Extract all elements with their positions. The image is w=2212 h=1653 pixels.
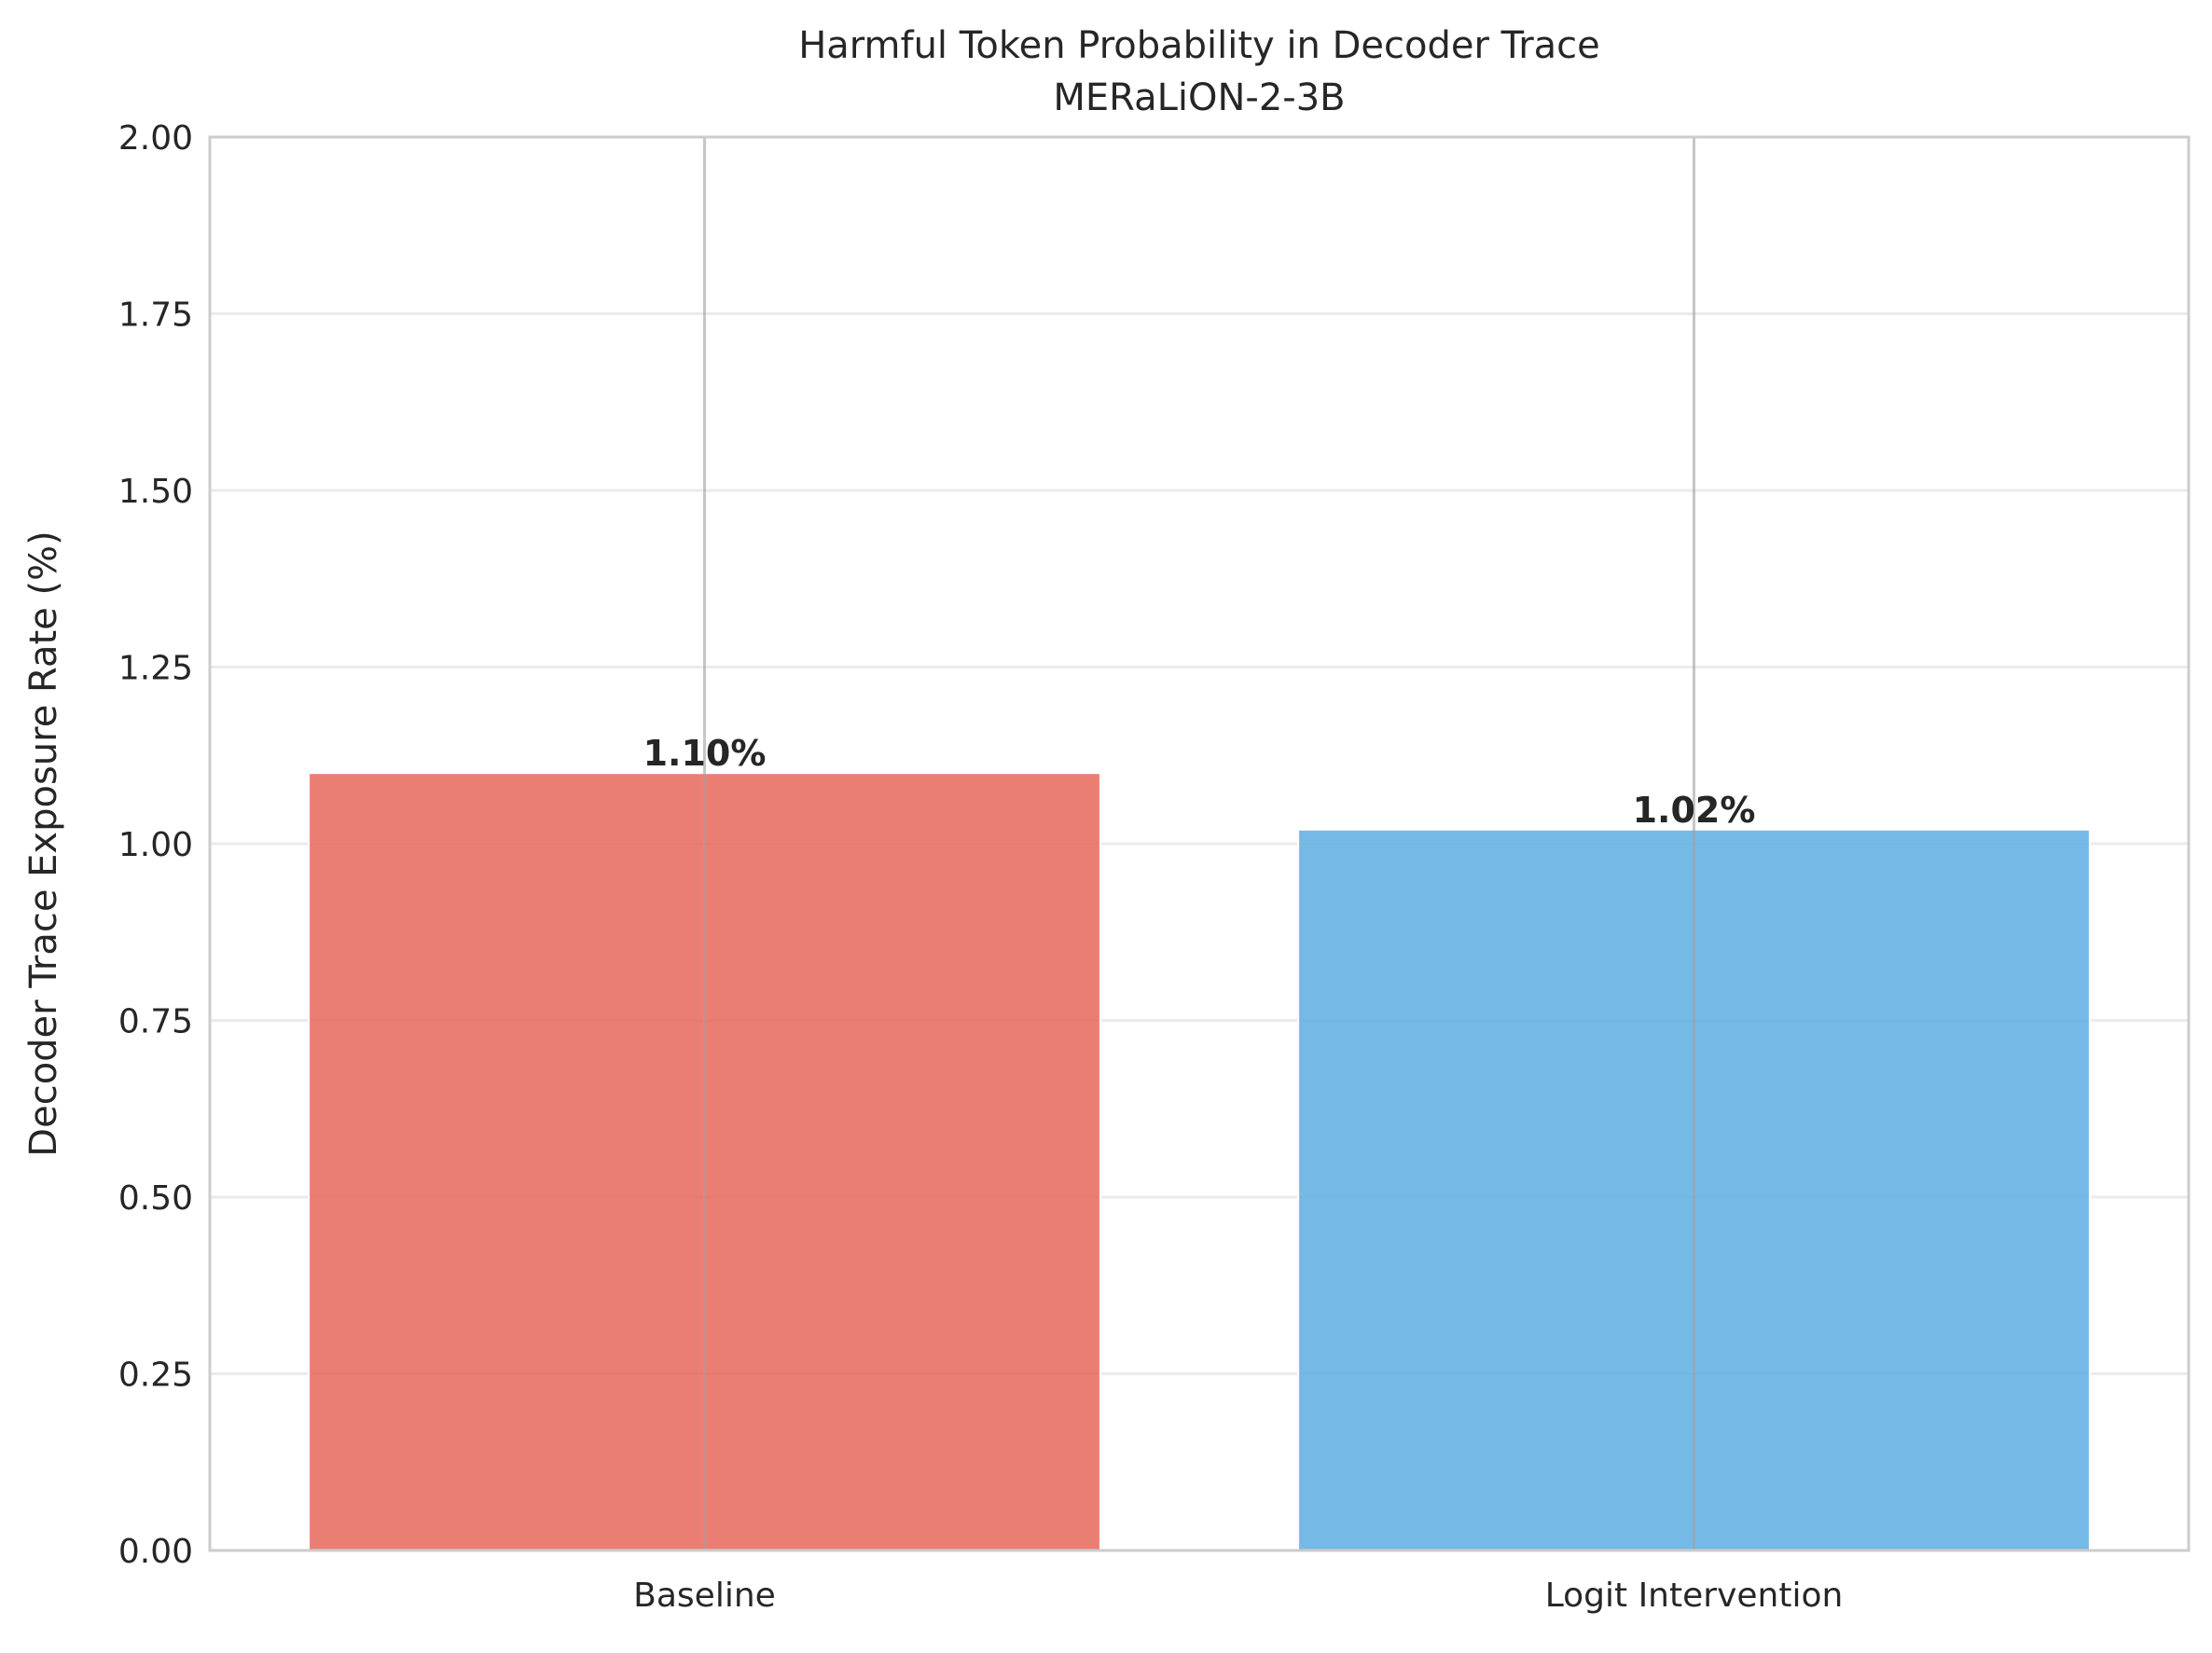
y-tick-label: 0.25 xyxy=(118,1357,193,1395)
data-label: 1.10% xyxy=(643,733,767,774)
y-tick-labels: 0.00 0.25 0.50 0.75 1.00 1.25 1.50 1.75 2.00 xyxy=(118,119,193,1571)
x-tick-label: Logit Intervention xyxy=(1545,1577,1844,1615)
y-tick-label: 1.75 xyxy=(118,296,193,335)
x-tick-label: Baseline xyxy=(633,1577,776,1615)
chart-subtitle: MERaLiON-2-3B xyxy=(1053,76,1345,119)
bars xyxy=(308,772,2091,1551)
y-tick-label: 1.00 xyxy=(118,826,193,864)
chart-title: Harmful Token Probability in Decoder Tra… xyxy=(798,24,1600,67)
data-labels: 1.10% 1.02% xyxy=(643,733,1756,831)
y-tick-label: 2.00 xyxy=(118,119,193,158)
x-tick-labels: Baseline Logit Intervention xyxy=(633,1577,1843,1615)
vertical-grid-lines xyxy=(703,137,1695,1550)
data-label: 1.02% xyxy=(1633,790,1756,831)
y-tick-label: 0.50 xyxy=(118,1179,193,1218)
plot-frame xyxy=(208,135,2191,1552)
y-axis-label: Decoder Trace Exposure Rate (%) xyxy=(22,530,65,1156)
y-tick-label: 1.25 xyxy=(118,650,193,688)
y-tick-label: 1.50 xyxy=(118,473,193,511)
y-tick-label: 0.00 xyxy=(118,1533,193,1571)
y-tick-label: 0.75 xyxy=(118,1003,193,1041)
